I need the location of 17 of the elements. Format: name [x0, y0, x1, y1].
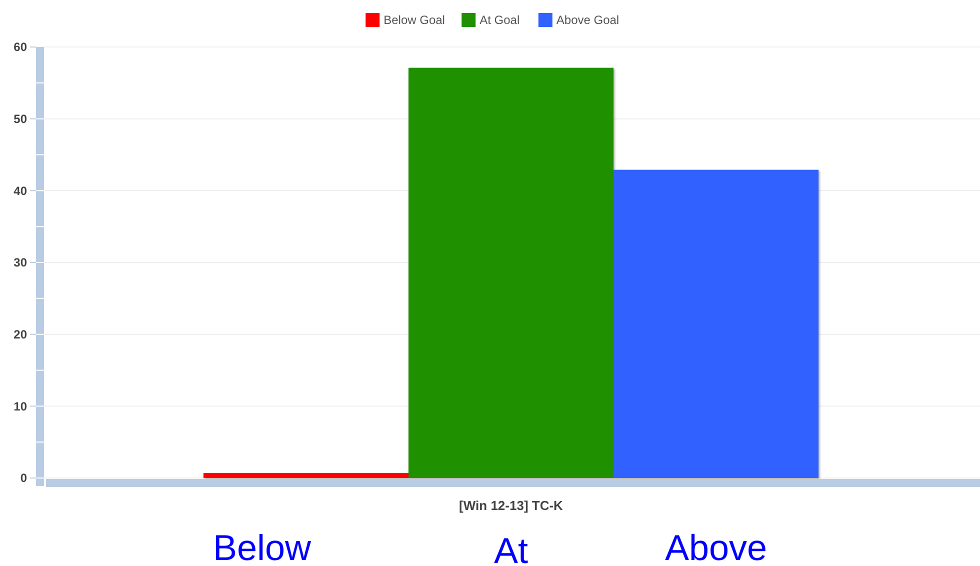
legend-label: Above Goal: [556, 13, 620, 28]
text: At: [494, 530, 528, 566]
text: Below: [212, 527, 312, 566]
y-tick-label: 60: [14, 40, 28, 54]
y-tick-label: 50: [14, 112, 28, 126]
legend-label: At Goal: [480, 13, 520, 28]
y-tick-label: 40: [14, 184, 28, 198]
x-tick-label: [Win 12-13] TC-K: [459, 498, 564, 513]
y-tick-label: 30: [14, 256, 28, 270]
y-tick-label: 20: [14, 328, 28, 342]
legend-label: Below Goal: [384, 13, 445, 28]
text: Above: [664, 527, 768, 566]
y-tick-label: 0: [20, 471, 28, 486]
y-tick-label: 10: [14, 399, 28, 414]
bar: [203, 472, 408, 478]
bar: [408, 68, 614, 478]
bar: [614, 170, 819, 478]
